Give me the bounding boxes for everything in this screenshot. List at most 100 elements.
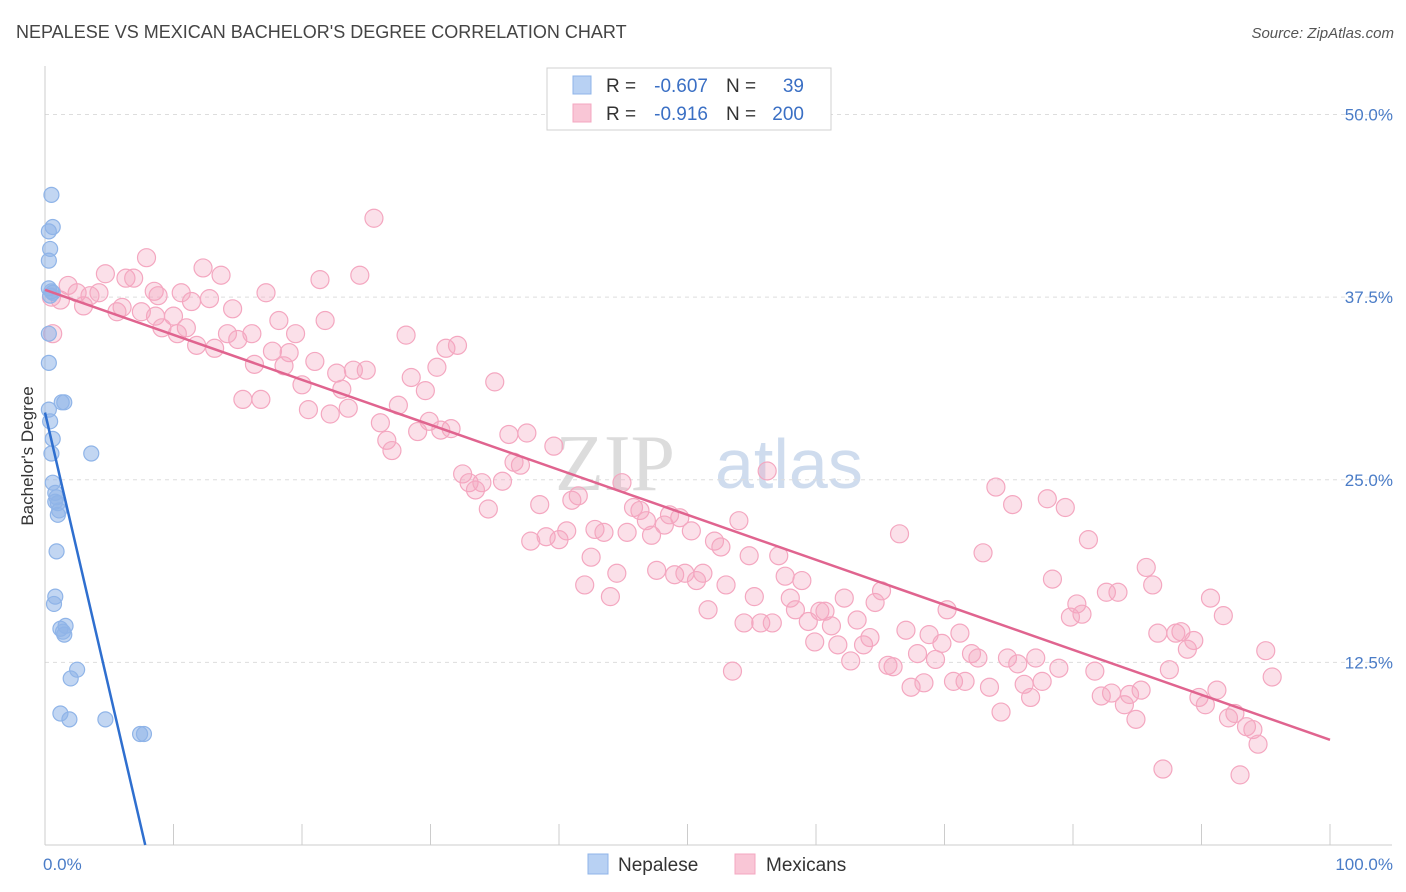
data-point: [298, 400, 319, 420]
data-point: [729, 511, 749, 531]
watermark-zip: ZIP: [555, 420, 675, 508]
data-point: [49, 506, 66, 523]
data-point: [636, 511, 656, 531]
data-point: [56, 626, 73, 643]
data-point: [1126, 709, 1146, 729]
data-point: [1085, 661, 1105, 681]
data-point: [716, 575, 736, 595]
data-point: [847, 610, 867, 630]
data-point: [568, 486, 588, 506]
legend-r-label-mexicans: R =: [606, 104, 636, 125]
data-point: [810, 601, 830, 621]
y-tick-label: 37.5%: [1345, 288, 1393, 307]
data-point: [986, 477, 1006, 497]
data-point: [310, 270, 330, 290]
chart-title: NEPALESE VS MEXICAN BACHELOR'S DEGREE CO…: [16, 22, 627, 42]
data-point: [955, 671, 975, 691]
data-point: [48, 543, 65, 560]
data-point: [269, 310, 289, 331]
data-point: [1243, 719, 1263, 740]
data-point: [45, 595, 63, 613]
data-point: [436, 338, 456, 358]
series-legend-swatch-nepalese: [587, 853, 609, 875]
chart-source: Source: ZipAtlas.com: [1251, 25, 1394, 42]
data-point: [43, 186, 60, 203]
data-point: [889, 524, 910, 544]
data-point: [722, 661, 743, 681]
data-point: [338, 398, 358, 418]
axes: [44, 66, 1392, 846]
x-tick-label: 0.0%: [43, 855, 82, 874]
data-point: [176, 318, 196, 338]
data-point: [256, 283, 276, 303]
data-point: [914, 673, 934, 693]
data-point: [370, 413, 390, 433]
data-point: [62, 670, 79, 687]
data-point: [744, 587, 764, 607]
data-point: [97, 711, 114, 728]
data-point: [821, 616, 842, 636]
data-point: [1072, 604, 1092, 624]
data-point: [1184, 630, 1204, 651]
stats-legend: R = -0.607 N = 39 R = -0.916 N = 200: [546, 67, 832, 131]
data-point: [647, 560, 667, 580]
data-point: [896, 620, 916, 640]
data-point: [630, 500, 650, 521]
data-point: [315, 310, 335, 331]
data-point: [350, 265, 370, 285]
legend-n-label-mexicans: N =: [726, 104, 756, 125]
series-legend: Nepalese Mexicans: [587, 853, 846, 876]
data-point: [607, 563, 627, 583]
data-point: [1008, 654, 1028, 674]
data-point: [40, 354, 57, 371]
data-point: [1026, 648, 1046, 668]
data-point: [883, 657, 903, 677]
data-point: [1248, 734, 1268, 754]
data-point: [40, 252, 57, 269]
trend-line: [43, 412, 147, 846]
data-point: [181, 291, 202, 312]
data-point: [617, 522, 637, 542]
data-point: [1207, 680, 1227, 700]
data-point: [116, 268, 136, 288]
data-point: [681, 521, 701, 541]
data-point: [1131, 680, 1151, 700]
legend-r-value-mexicans: -0.916: [654, 104, 708, 125]
data-point: [499, 424, 519, 445]
data-point: [89, 283, 109, 303]
watermark-atlas: atlas: [715, 425, 863, 503]
data-point: [530, 494, 550, 515]
series-legend-label-mexicans: Mexicans: [766, 855, 846, 876]
legend-r-value-nepalese: -0.607: [654, 76, 708, 97]
data-point: [1067, 594, 1087, 614]
data-point: [485, 372, 505, 392]
y-tick-labels: 12.5% 25.0% 37.5% 50.0%: [1345, 106, 1393, 673]
data-point: [1078, 530, 1099, 550]
data-point: [997, 648, 1018, 668]
data-point: [124, 268, 144, 288]
data-point: [382, 440, 402, 461]
legend-n-label-nepalese: N =: [726, 76, 756, 97]
data-point: [1042, 569, 1063, 589]
data-point: [907, 644, 928, 664]
watermark: ZIP atlas: [555, 420, 863, 508]
series-legend-label-nepalese: Nepalese: [618, 855, 698, 876]
legend-swatch-mexicans: [572, 103, 592, 123]
data-point: [575, 575, 595, 595]
data-point: [600, 587, 621, 607]
data-point: [356, 360, 376, 380]
data-point: [739, 546, 759, 566]
legend-swatch-nepalese: [572, 75, 592, 95]
data-point: [1159, 660, 1179, 680]
data-point: [557, 521, 577, 541]
data-point: [698, 600, 718, 620]
data-point: [1003, 494, 1023, 515]
data-point: [780, 588, 800, 608]
legend-n-value-nepalese: 39: [783, 76, 804, 97]
data-point: [1213, 606, 1233, 626]
data-point: [1096, 582, 1117, 602]
data-point: [544, 436, 564, 456]
series-mexicans: [41, 208, 1282, 785]
data-point: [364, 208, 384, 228]
